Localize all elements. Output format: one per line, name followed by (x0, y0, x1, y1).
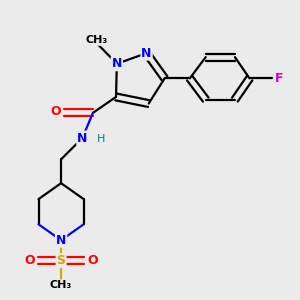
Text: CH₃: CH₃ (85, 35, 107, 45)
Text: O: O (24, 254, 34, 267)
Text: H: H (97, 134, 105, 144)
Text: N: N (112, 57, 122, 70)
Text: CH₃: CH₃ (50, 280, 72, 290)
Text: F: F (275, 72, 284, 85)
Text: O: O (88, 254, 98, 267)
Text: N: N (141, 46, 152, 60)
Text: O: O (50, 105, 61, 118)
Text: S: S (57, 254, 66, 267)
Text: N: N (56, 234, 66, 247)
Text: N: N (77, 132, 88, 145)
